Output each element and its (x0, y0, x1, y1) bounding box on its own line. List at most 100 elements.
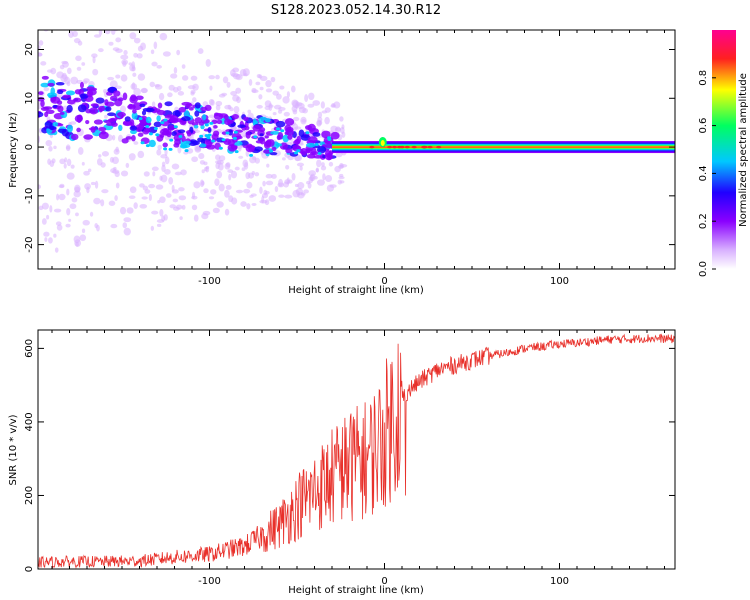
spectrogram-band-dot (57, 105, 64, 113)
spectrogram-faint-dot (62, 0, 66, 5)
spectrogram-faint-dot (339, 116, 344, 122)
spectrogram-faint-dot (73, 235, 81, 244)
spectrogram-faint-dot (294, 183, 299, 188)
spectrogram-band-dot (132, 109, 137, 114)
spectrogram-faint-dot (56, 193, 60, 201)
spectrogram-band-dot (146, 107, 155, 113)
spectrogram-faint-dot (307, 182, 312, 189)
spectrogram-faint-dot (259, 199, 268, 204)
spectrogram-faint-dot (266, 163, 270, 168)
spectrogram-band-dot (270, 130, 280, 135)
spectrogram-band-dot (89, 107, 99, 115)
spectrogram-faint-dot (45, 139, 53, 147)
spectrogram-faint-dot (120, 105, 127, 114)
spectrogram-faint-dot (108, 41, 114, 46)
spectrogram-faint-dot (131, 61, 136, 70)
spectrogram-faint-dot (227, 104, 231, 110)
spectrogram-faint-dot (225, 185, 232, 190)
spectrogram-faint-dot (276, 93, 282, 100)
spectrogram-faint-dot (91, 53, 98, 58)
spectrogram-faint-dot (159, 32, 168, 41)
spectrogram-band-dot (296, 135, 302, 144)
spectrogram-faint-dot (43, 87, 50, 92)
spectrogram-faint-dot (169, 204, 177, 209)
spectrogram-band-dot (98, 131, 109, 140)
spectrogram-faint-dot (302, 108, 308, 114)
spectrogram-faint-dot (120, 170, 129, 177)
spectrogram-highlight-dot (155, 133, 160, 137)
spectrogram-faint-dot (69, 121, 77, 125)
spectrogram-band-dot (298, 129, 305, 137)
spectrogram-faint-dot (119, 206, 127, 215)
spectrogram-faint-dot (170, 73, 178, 79)
spectrogram-faint-dot (177, 145, 182, 154)
spectrogram-faint-dot (201, 169, 205, 174)
spectrogram-faint-dot (101, 189, 109, 194)
spectrogram-highlight-dot (163, 118, 168, 122)
spectrogram-faint-dot (171, 184, 175, 192)
spectrogram-faint-dot (176, 85, 182, 92)
spectrogram-faint-dot (46, 214, 50, 220)
spectrogram-band-dot (199, 143, 207, 148)
spectrogram-faint-dot (121, 20, 127, 27)
snr-xtick-label: 100 (550, 576, 569, 587)
spectrogram-band-dot (76, 115, 82, 123)
spectrogram-faint-dot (208, 196, 215, 200)
spectrogram-faint-dot (54, 247, 59, 253)
spectrogram-faint-dot (114, 195, 118, 201)
spectrogram-faint-dot (112, 15, 117, 18)
spectrogram-heatmap (38, 0, 675, 253)
colorbar: 0.0 0.2 0.4 0.6 0.8 Normalized spectral ampl… (698, 30, 749, 277)
spectrogram-faint-dot (232, 67, 240, 73)
spectrogram-faint-dot (181, 64, 186, 69)
spectrogram-faint-dot (136, 53, 143, 59)
spectrogram-faint-dot (122, 222, 128, 229)
spectrogram-band-dot (121, 138, 129, 144)
figure-title: S128.2023.052.14.30.R12 (271, 3, 441, 18)
spectrogram-faint-dot (87, 168, 92, 173)
spectrogram-band-dot (267, 139, 275, 147)
spectrogram-faint-dot (59, 158, 66, 165)
spectrogram-faint-dot (62, 105, 68, 111)
spectrogram-faint-dot (192, 97, 197, 103)
spectrogram-faint-dot (115, 182, 120, 189)
snr-ytick-label: 0 (24, 566, 35, 572)
spectrogram-band-dot (47, 92, 57, 98)
spectrogram-faint-dot (187, 85, 196, 90)
spectrogram-faint-dot (338, 176, 345, 180)
spectrogram-highlight-dot (140, 141, 145, 145)
spectrogram-faint-dot (150, 49, 155, 55)
spectrogram-band-dot (43, 106, 53, 110)
spectrogram-faint-dot (144, 24, 147, 29)
spectrogram-faint-dot (191, 156, 199, 163)
spectrogram-faint-dot (226, 81, 231, 88)
spectrogram-faint-dot (144, 189, 151, 194)
spectrogram-band-dot (90, 103, 99, 107)
spectrogram-highlight-dot (233, 130, 238, 134)
spectrogram-faint-dot (236, 96, 241, 104)
spectrogram-faint-dot (53, 208, 62, 213)
spectrogram-faint-dot (123, 217, 132, 223)
spectrogram-faint-dot (137, 73, 146, 81)
spectrogram-band-dot (231, 113, 240, 120)
spectrogram-band-dot (202, 114, 207, 121)
spectrogram-highlight-dot (145, 124, 150, 128)
spectrogram-faint-dot (73, 190, 81, 198)
spectrogram-tone-peak (386, 145, 393, 149)
spectrogram-band-dot (252, 124, 261, 132)
spectrogram-band-dot (282, 134, 289, 143)
spectrogram-faint-dot (317, 111, 323, 119)
spectrogram-faint-dot (191, 204, 198, 211)
spectrogram-faint-dot (110, 223, 118, 229)
spectrogram-highlight-dot (178, 134, 183, 138)
spectrogram-faint-dot (174, 171, 182, 176)
spectrogram-band-dot (79, 93, 89, 99)
spectrogram-faint-dot (66, 158, 72, 167)
spectrogram-faint-dot (259, 75, 268, 82)
spectrogram-faint-dot (159, 208, 164, 217)
spectrogram-frame (37, 29, 676, 270)
spectrogram-faint-dot (76, 66, 82, 71)
spectrogram-band-dot (111, 122, 118, 127)
spectrogram-faint-dot (181, 204, 186, 210)
